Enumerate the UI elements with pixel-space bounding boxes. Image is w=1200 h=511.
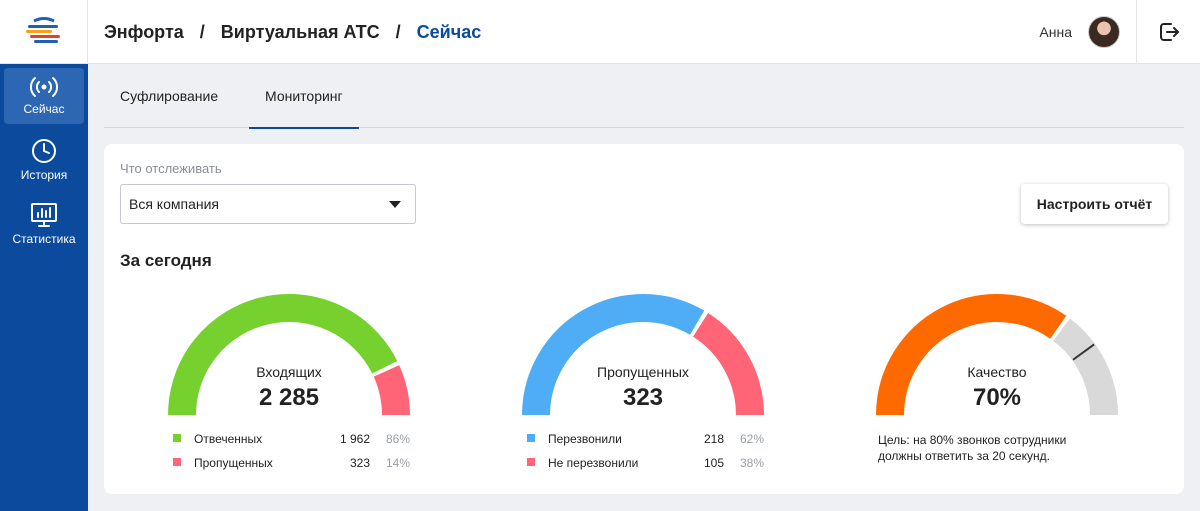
legend-count: 323	[349, 456, 370, 470]
breadcrumb-separator: /	[199, 21, 205, 42]
legend-percent: 38%	[739, 456, 764, 470]
legend-row: Перезвонили 218 62%	[522, 432, 764, 456]
user-menu[interactable]: Анна	[1039, 0, 1120, 64]
legend-color	[173, 434, 181, 442]
gauge-quality-total: 70%	[972, 384, 1022, 411]
tabs-bar: Суфлирование Мониторинг	[104, 64, 1184, 129]
sidebar-item-label: История	[20, 168, 68, 182]
tab-label: Мониторинг	[265, 88, 343, 104]
legend-count: 1 962	[339, 432, 370, 446]
legend-name: Не перезвонили	[548, 456, 639, 470]
gauge-missed-title: Пропущенных	[597, 364, 689, 380]
gauge-missed-total: 323	[622, 384, 664, 411]
sidebar-item-history[interactable]: История	[4, 132, 84, 188]
breadcrumb-item-pbx[interactable]: Виртуальная АТС	[220, 21, 380, 42]
monitoring-card: Что отслеживать Вся компания Настроить о…	[104, 144, 1184, 494]
legend-percent: 14%	[385, 456, 410, 470]
filter-select[interactable]: Вся компания	[120, 184, 416, 224]
legend-name: Пропущенных	[194, 456, 273, 470]
legend-name: Отвеченных	[194, 432, 263, 446]
filter-select-value: Вся компания	[129, 196, 220, 212]
breadcrumb-item-current: Сейчас	[416, 21, 482, 42]
gauge-quality-chart	[876, 294, 1118, 416]
top-header: Энфорта / Виртуальная АТС / Сейчас Анна	[88, 0, 1200, 64]
filter-label: Что отслеживать	[120, 161, 222, 176]
gauge-quality-arc-rest	[1052, 318, 1118, 416]
gauge-missed-arc-not-called-back	[692, 313, 764, 416]
gauge-incoming-total: 2 285	[258, 384, 320, 411]
legend-row: Пропущенных 323 14%	[168, 456, 410, 480]
gauge-incoming-chart	[168, 294, 410, 416]
gauge-quality-arc-value	[876, 294, 1067, 416]
sidebar-item-label: Сейчас	[23, 102, 65, 116]
sidebar-item-now[interactable]: Сейчас	[4, 68, 84, 124]
gauge-missed-chart	[522, 294, 764, 416]
configure-report-button[interactable]: Настроить отчёт	[1021, 184, 1168, 224]
tab-monitoring[interactable]: Мониторинг	[249, 64, 359, 129]
gauge-incoming-arc-answered	[168, 294, 398, 416]
breadcrumb: Энфорта / Виртуальная АТС / Сейчас	[104, 0, 481, 64]
section-title: За сегодня	[120, 251, 212, 270]
gauge-quality-title: Качество	[967, 364, 1027, 380]
gauge-incoming: Входящих 2 285	[168, 294, 410, 419]
enforta-logo-icon	[25, 13, 62, 50]
breadcrumb-separator: /	[395, 21, 401, 42]
sidebar: Сейчас История Статистика	[0, 64, 88, 511]
broadcast-icon	[29, 77, 59, 97]
legend-color	[173, 458, 181, 466]
gauge-incoming-title: Входящих	[256, 364, 322, 380]
logout-icon	[1159, 23, 1179, 41]
legend-row: Не перезвонили 105 38%	[522, 456, 764, 480]
avatar[interactable]	[1088, 16, 1120, 48]
logout-button[interactable]	[1136, 0, 1200, 64]
chart-monitor-icon	[31, 203, 57, 227]
sidebar-item-statistics[interactable]: Статистика	[4, 196, 84, 252]
gauge-incoming-arc-missed	[373, 365, 410, 416]
legend-count: 105	[703, 456, 724, 470]
logo-area[interactable]	[0, 0, 88, 64]
gauge-quality-target-marker	[1072, 343, 1095, 361]
legend-color	[527, 458, 535, 466]
gauge-quality: Качество 70%	[876, 294, 1118, 419]
legend-missed: Перезвонили 218 62% Не перезвонили 105 3…	[522, 432, 764, 480]
breadcrumb-item-company[interactable]: Энфорта	[104, 21, 184, 42]
quality-goal-text: Цель: на 80% звонков сотрудники должны о…	[878, 433, 1067, 463]
tab-prompting[interactable]: Суфлирование	[120, 64, 218, 128]
legend-incoming: Отвеченных 1 962 86% Пропущенных 323 14%	[168, 432, 410, 480]
caret-down-icon	[389, 201, 401, 208]
gauge-missed-arc-called-back	[522, 294, 705, 416]
legend-count: 218	[703, 432, 724, 446]
legend-percent: 86%	[385, 432, 410, 446]
legend-row: Отвеченных 1 962 86%	[168, 432, 410, 456]
legend-percent: 62%	[739, 432, 764, 446]
legend-name: Перезвонили	[548, 432, 622, 446]
user-name: Анна	[1039, 24, 1072, 40]
sidebar-item-label: Статистика	[12, 232, 76, 246]
clock-icon	[32, 139, 56, 163]
legend-color	[527, 434, 535, 442]
gauge-missed: Пропущенных 323	[522, 294, 764, 419]
tab-label: Суфлирование	[120, 88, 219, 104]
